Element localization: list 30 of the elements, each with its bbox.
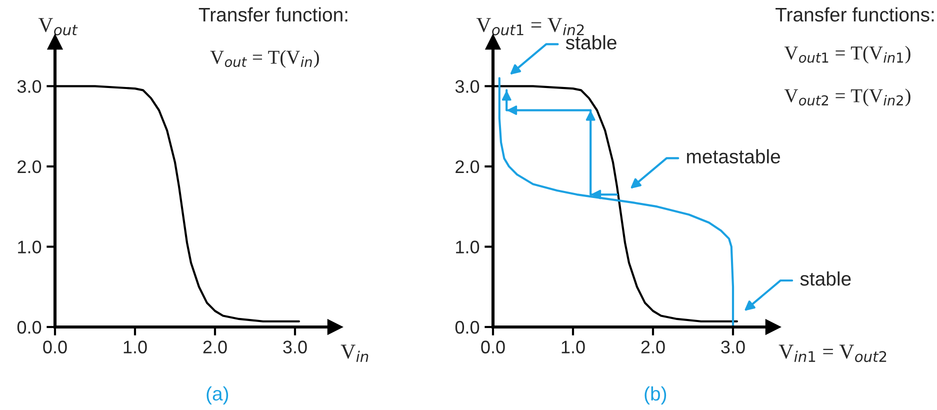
chart-title: Transfer function: <box>198 7 348 22</box>
x-tick-label: 0.0 <box>481 340 505 354</box>
y-tick-label: 2.0 <box>456 160 480 174</box>
y-axis-title: V$_{out1}$ = V$_{in2}$ <box>476 18 584 36</box>
x-axis-title: V$_{in1}$ = V$_{out2}$ <box>778 344 886 362</box>
x-tick-label: 0.0 <box>43 340 67 354</box>
y-tick-label: 0.0 <box>455 320 480 334</box>
x-tick-label: 2.0 <box>203 340 227 354</box>
annotation: metastable <box>687 149 780 164</box>
x-tick-label: 3.0 <box>283 340 307 354</box>
x-axis-title: V$_{in}$ <box>340 344 368 362</box>
text: (b) <box>644 386 666 404</box>
x-tick-label: 1.0 <box>124 340 147 354</box>
text: stable <box>800 271 851 286</box>
y-tick-label: 1.0 <box>456 240 480 254</box>
y-tick-label: 0.0 <box>17 320 42 334</box>
text: V$_{out1}$ = T(V$_{in1}$) <box>784 46 910 64</box>
annotation: V$_{out}$ = T(V$_{in}$) <box>210 50 319 68</box>
x-tick-label: 3.0 <box>721 340 745 354</box>
text: (a) <box>206 386 228 404</box>
y-tick-label: 1.0 <box>18 240 42 254</box>
text: Transfer functions: <box>776 7 934 22</box>
y-tick-label: 2.0 <box>18 160 42 174</box>
annotation: stable <box>566 35 616 50</box>
y-tick-label: 3.0 <box>17 80 42 93</box>
y-axis-title: V$_{out}$ <box>38 18 78 36</box>
x-tick-label: 2.0 <box>641 340 665 354</box>
y-tick-label: 3.0 <box>455 80 480 93</box>
x-tick-label: 1.0 <box>562 340 585 354</box>
text: V$_{out2}$ = T(V$_{in2}$) <box>784 88 910 106</box>
